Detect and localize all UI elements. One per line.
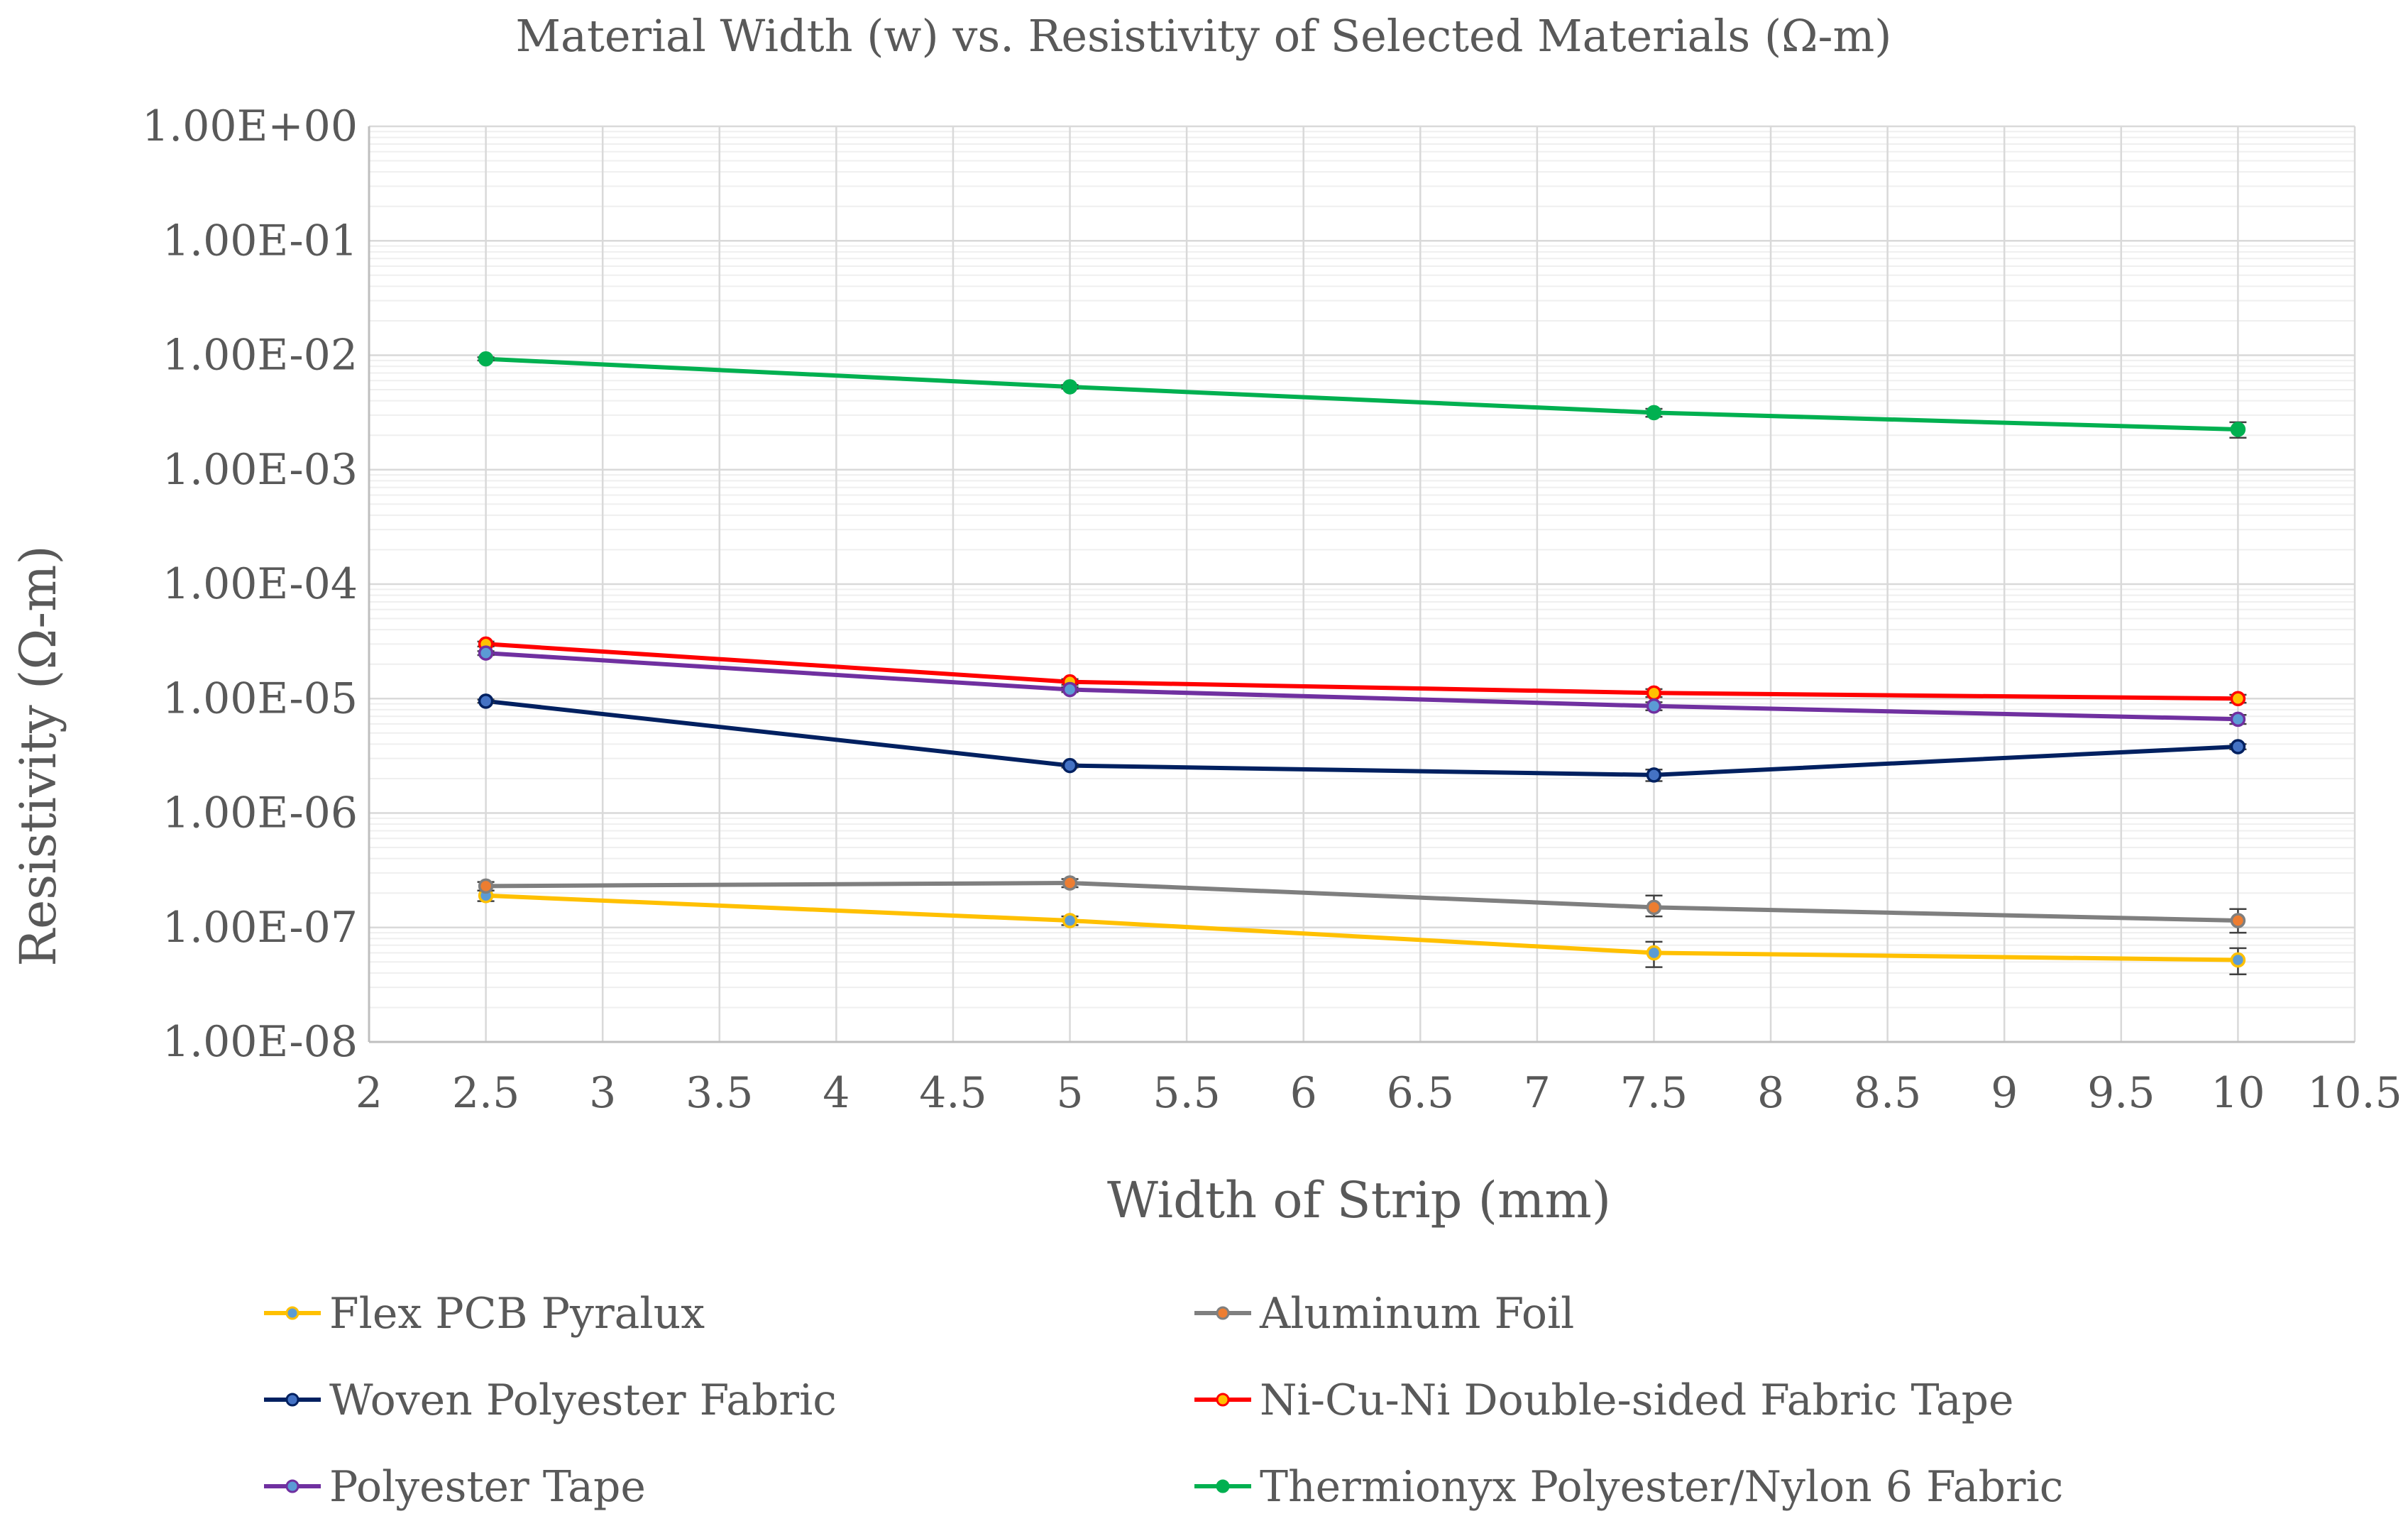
y-tick-label: 1.00E-02 [163,331,358,380]
series-line [485,893,2238,962]
data-point [1646,767,1662,783]
x-tick-label: 8.5 [1854,1068,1921,1118]
x-tick-label: 10 [2211,1068,2265,1118]
x-tick-label: 8 [1757,1068,1784,1118]
legend-marker [1216,1393,1230,1407]
series-6 [477,351,2247,439]
data-point [1646,685,1662,701]
legend-item: Polyester Tape [264,1462,646,1512]
x-tick-label: 5 [1056,1068,1083,1118]
data-point [1646,899,1662,916]
data-point [478,693,494,709]
legend-label: Woven Polyester Fabric [329,1376,837,1425]
x-tick-label: 9.5 [2087,1068,2155,1118]
legend-marker [285,1306,299,1320]
data-point [1062,875,1078,891]
series-line [485,651,2238,722]
legend-marker [285,1393,299,1407]
data-point [478,351,494,367]
x-tick-label: 7.5 [1620,1068,1688,1118]
x-tick-label: 2 [356,1068,383,1118]
legend-label: Thermionyx Polyester/Nylon 6 Fabric [1260,1462,2063,1512]
y-tick-label: 1.00E-04 [163,559,358,609]
legend-item: Aluminum Foil [1194,1289,1574,1339]
series-5 [477,645,2247,728]
data-point [1062,379,1078,395]
series-4 [477,636,2247,706]
x-tick-label: 10.5 [2307,1068,2402,1118]
x-tick-label: 5.5 [1153,1068,1220,1118]
data-point [1646,405,1662,421]
data-series [477,351,2247,975]
legend-label: Flex PCB Pyralux [329,1289,705,1339]
legend-item: Ni-Cu-Ni Double-sided Fabric Tape [1194,1376,2014,1425]
x-tick-label: 4.5 [919,1068,986,1118]
legend-item: Flex PCB Pyralux [264,1289,705,1339]
data-point [1062,757,1078,774]
x-tick-labels: 2 2.5 3 3.5 4 4.5 5 5.5 6 6.5 7 7.5 8 8.5 9 9.5 10 10.5 [356,1068,2402,1118]
y-tick-label: 1.00E-03 [163,445,358,495]
y-tick-label: 1.00E-07 [163,903,358,953]
series-3 [477,693,2247,783]
y-axis-title: Resistivity (Ω-m) [9,545,67,966]
x-tick-label: 6 [1290,1068,1317,1118]
x-tick-label: 3.5 [686,1068,753,1118]
y-tick-label: 1.00E-05 [163,674,358,723]
y-tick-label: 1.00E+00 [142,101,358,151]
data-point [2230,913,2246,928]
x-tick-label: 2.5 [452,1068,519,1118]
x-tick-label: 4 [823,1068,850,1118]
series-line [485,356,2238,432]
legend-label: Ni-Cu-Ni Double-sided Fabric Tape [1260,1376,2014,1425]
series-2 [477,875,2247,934]
data-point [478,645,494,661]
series-1 [477,888,2247,975]
data-point [2230,691,2246,706]
legend-marker [1216,1306,1230,1320]
data-point [2230,952,2246,968]
series-line [485,881,2238,923]
legend-marker [285,1479,299,1493]
x-tick-label: 3 [589,1068,616,1118]
y-tick-label: 1.00E-01 [163,216,358,265]
data-point [478,878,494,894]
grid-lines [368,125,2356,1043]
data-point [1062,681,1078,698]
x-tick-label: 7 [1524,1068,1551,1118]
legend-item: Woven Polyester Fabric [264,1376,837,1425]
x-tick-label: 6.5 [1387,1068,1454,1118]
legend-item: Thermionyx Polyester/Nylon 6 Fabric [1194,1462,2063,1512]
axes [368,126,2355,1043]
legend: Flex PCB Pyralux Aluminum Foil Woven Polye… [264,1289,2063,1512]
data-point [2230,711,2246,728]
data-point [2230,739,2246,754]
y-tick-label: 1.00E-08 [163,1017,358,1067]
y-tick-labels: 1.00E+00 1.00E-01 1.00E-02 1.00E-03 1.00E-04… [142,101,358,1067]
legend-label: Aluminum Foil [1259,1289,1574,1339]
data-point [1646,698,1662,714]
series-line [485,642,2238,701]
data-point [2230,422,2246,437]
chart-title: Material Width (w) vs. Resistivity of Se… [516,10,1892,62]
x-tick-label: 9 [1991,1068,2018,1118]
legend-label: Polyester Tape [329,1462,646,1512]
series-line [485,698,2238,777]
data-point [1062,913,1078,928]
data-point [1646,945,1662,961]
y-tick-label: 1.00E-06 [163,789,358,838]
x-axis-title: Width of Strip (mm) [1107,1171,1611,1229]
legend-marker [1216,1479,1230,1493]
